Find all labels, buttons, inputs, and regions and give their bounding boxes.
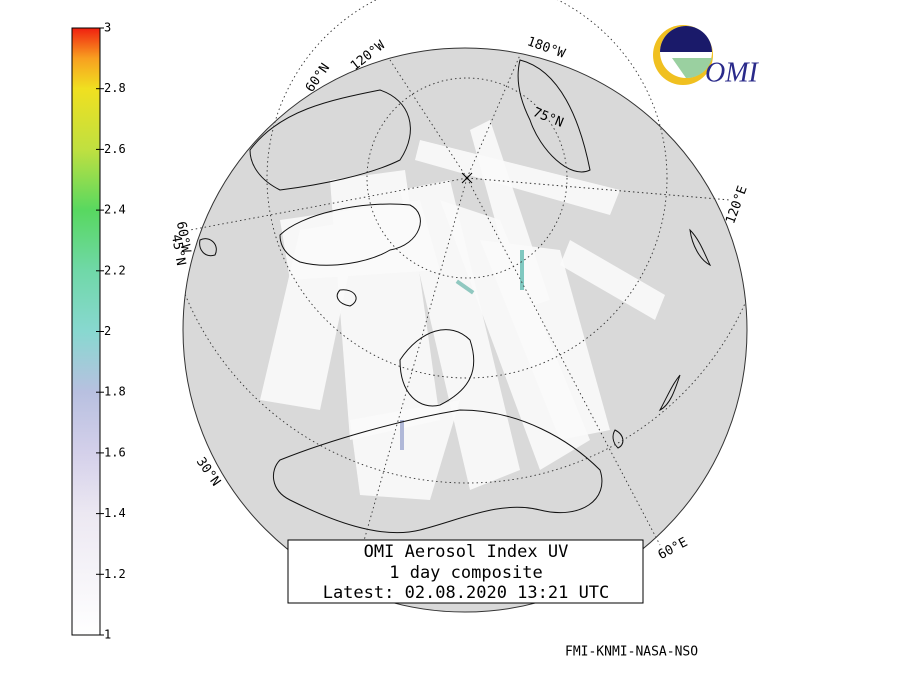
graticule-label: 60°E (656, 535, 691, 563)
title-box: OMI Aerosol Index UV 1 day composite Lat… (287, 539, 644, 604)
colorbar-tick-label: 2.6 (104, 142, 126, 156)
colorbar-tick-label: 3 (104, 21, 111, 35)
colorbar-tick-label: 1.8 (104, 385, 126, 399)
colorbar-tick-label: 2.2 (104, 263, 126, 277)
colorbar: 1 1.2 1.4 1.6 1.8 2 2.2 2.4 2.6 2.8 3 (71, 21, 126, 642)
graticule (183, 0, 747, 591)
colorbar-tick-label: 2 (104, 324, 111, 338)
credit: FMI-KNMI-NASA-NSO (565, 645, 698, 660)
title-line: OMI Aerosol Index UV (364, 542, 569, 562)
logo: OMI (653, 25, 760, 88)
colorbar-tick-label: 2.4 (104, 203, 126, 217)
graticule-label: 60°W (173, 220, 193, 254)
map: 60°N 120°W 180°W 75°N 120°E 60°E 30°N 60… (168, 0, 751, 613)
title-line: 1 day composite (389, 563, 543, 583)
colorbar-tick-label: 1.2 (104, 567, 126, 581)
colorbar-tick-label: 1 (104, 628, 111, 642)
colorbar-scale (71, 27, 101, 636)
coastlines (199, 59, 712, 534)
colorbar-tick-label: 1.6 (104, 445, 126, 459)
graticule-label: 45°N (168, 233, 188, 266)
graticule-label: 120°E (723, 184, 750, 226)
logo-text: OMI (705, 57, 760, 88)
colorbar-tick-label: 1.4 (104, 506, 126, 520)
title-line: Latest: 02.08.2020 13:21 UTC (323, 583, 610, 603)
colorbar-tick-label: 2.8 (104, 81, 126, 95)
